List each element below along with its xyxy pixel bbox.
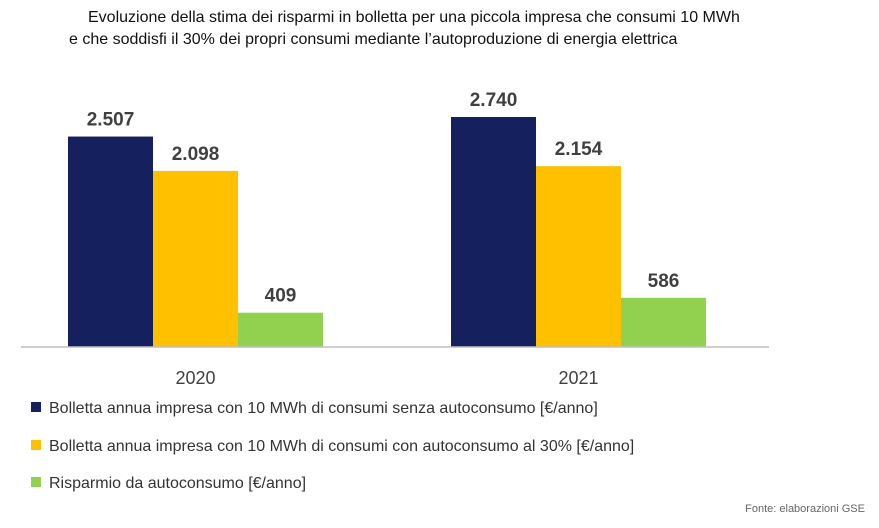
bar-2020-series-1 (68, 136, 153, 347)
legend-item-series-1: Bolletta annua impresa con 10 MWh di con… (31, 400, 598, 418)
legend-label-series-1: Bolletta annua impresa con 10 MWh di con… (49, 400, 598, 417)
data-label-2021-series-1: 2.740 (470, 90, 518, 111)
bar-2020-series-3 (238, 312, 323, 347)
bar-2021-series-1 (451, 117, 536, 347)
x-tick-label-2021: 2021 (558, 368, 598, 388)
legend-label-series-2: Bolletta annua impresa con 10 MWh di con… (49, 438, 635, 455)
bar-chart: 2.507 2.098 409 2020 2.740 2.154 586 2021 (21, 90, 769, 388)
source-note: Fonte: elaborazioni GSE (745, 503, 865, 515)
legend-item-series-3: Risparmio da autoconsumo [€/anno] (31, 475, 306, 493)
x-tick-label-2020: 2020 (175, 368, 215, 388)
legend-swatch-series-3 (31, 477, 41, 487)
chart-title-line-1: Evoluzione della stima dei risparmi in b… (88, 9, 740, 26)
legend-item-series-2: Bolletta annua impresa con 10 MWh di con… (31, 438, 634, 456)
chart-title-line-2: e che soddisfi il 30% dei propri consumi… (69, 31, 678, 48)
data-label-2021-series-3: 586 (648, 271, 680, 292)
bar-2021-series-3 (621, 297, 706, 347)
data-label-2020-series-2: 2.098 (172, 144, 220, 165)
data-label-2020-series-1: 2.507 (87, 110, 135, 131)
bar-2020-series-2 (153, 170, 238, 347)
data-label-2021-series-2: 2.154 (555, 139, 603, 160)
legend-swatch-series-2 (31, 440, 41, 450)
bar-2021-series-2 (536, 166, 621, 347)
legend-swatch-series-1 (31, 402, 41, 412)
legend-label-series-3: Risparmio da autoconsumo [€/anno] (49, 475, 307, 492)
data-label-2020-series-3: 409 (265, 286, 297, 307)
